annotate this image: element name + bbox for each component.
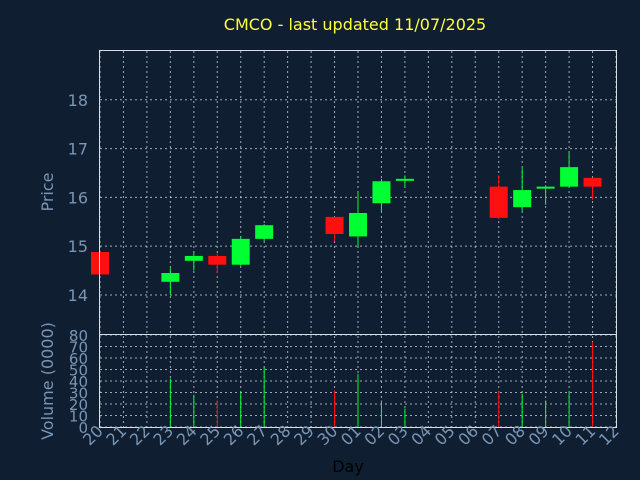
volume-tick-label: 10 bbox=[69, 408, 88, 426]
volume-tick-label: 40 bbox=[69, 373, 88, 391]
candle-body bbox=[325, 216, 344, 234]
volume-axis-label: Volume (0000) bbox=[38, 322, 57, 440]
grid-layer bbox=[99, 51, 617, 428]
candle-body bbox=[513, 190, 532, 208]
price-tick-label: 14 bbox=[68, 286, 88, 305]
candle-body bbox=[489, 186, 508, 218]
volume-tick-label: 30 bbox=[69, 385, 88, 403]
candle-body bbox=[372, 181, 391, 204]
candle-body bbox=[208, 255, 227, 265]
volume-tick-label: 80 bbox=[69, 327, 88, 345]
candle-layer bbox=[91, 152, 602, 295]
chart-title: CMCO - last updated 11/07/2025 bbox=[224, 15, 486, 34]
candle-body bbox=[395, 178, 414, 181]
x-tick-labels: 2021222324252627282930010203040506070809… bbox=[79, 421, 623, 449]
candle-body bbox=[560, 167, 579, 187]
price-axis-label: Price bbox=[38, 172, 57, 211]
volume-panel-frame bbox=[99, 334, 617, 428]
price-tick-label: 17 bbox=[68, 140, 88, 159]
volume-tick-label: 0 bbox=[78, 419, 88, 437]
volume-tick-label: 50 bbox=[69, 362, 88, 380]
volume-tick-label: 60 bbox=[69, 350, 88, 368]
price-tick-labels: 14 15 16 17 18 bbox=[68, 91, 88, 305]
candle-body bbox=[583, 177, 602, 187]
candle-body bbox=[349, 212, 367, 237]
volume-tick-label: 20 bbox=[69, 396, 88, 414]
candle-body bbox=[536, 186, 555, 189]
candle-body bbox=[161, 273, 180, 282]
candle-body bbox=[255, 225, 274, 239]
volume-layer bbox=[169, 341, 594, 427]
price-tick-label: 16 bbox=[68, 188, 88, 207]
volume-tick-label: 70 bbox=[69, 339, 88, 357]
price-tick-label: 18 bbox=[68, 91, 88, 110]
candle-body bbox=[231, 238, 250, 265]
price-tick-label: 15 bbox=[68, 237, 88, 256]
x-tick-label: 12 bbox=[595, 421, 623, 449]
x-axis-label: Day bbox=[332, 457, 364, 476]
candle-body bbox=[184, 255, 203, 261]
